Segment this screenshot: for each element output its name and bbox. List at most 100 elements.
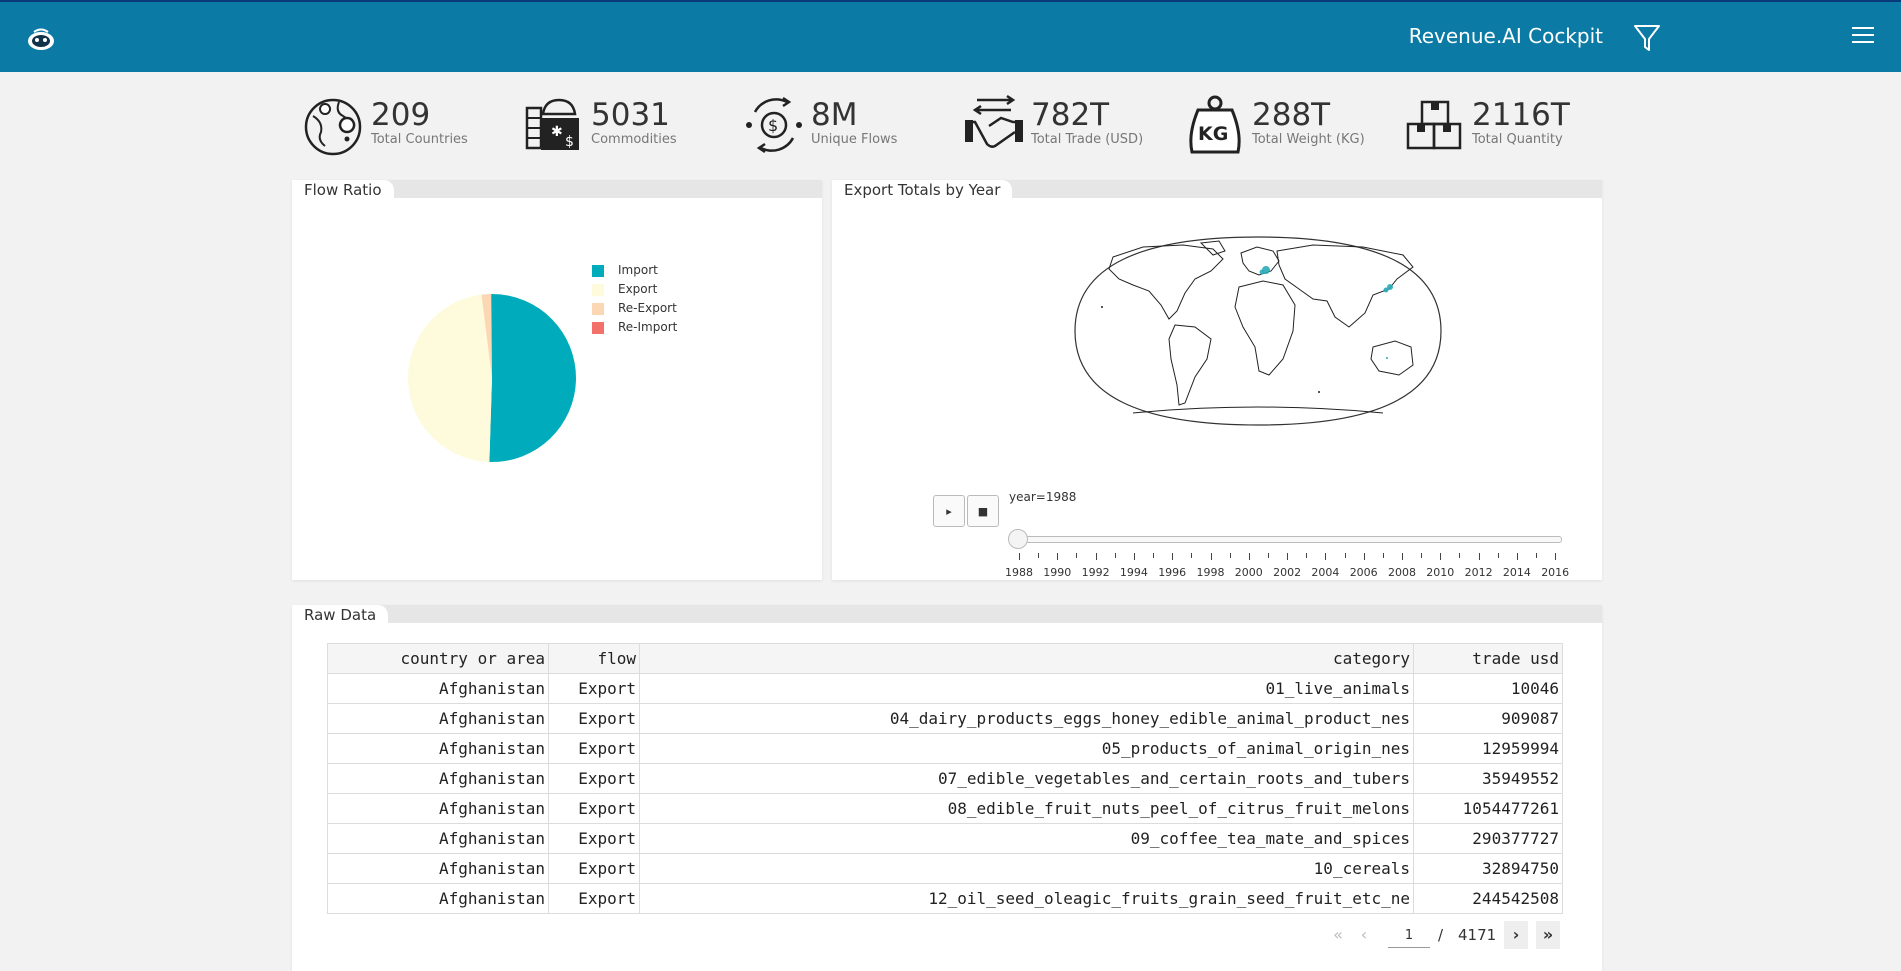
- slider-tick: [1325, 553, 1327, 560]
- robot-logo-icon[interactable]: [26, 26, 56, 52]
- slider-tick: [1440, 553, 1442, 560]
- slider-tick: [1478, 553, 1480, 560]
- table-row[interactable]: Afghanistan Export 10_cereals 32894750: [327, 853, 1563, 884]
- slider-tick: [1382, 553, 1384, 558]
- table-cell: 35949552: [1413, 763, 1563, 794]
- legend-item-re-import[interactable]: Re-Import: [592, 320, 677, 334]
- filter-icon[interactable]: [1631, 22, 1663, 54]
- kpi-commodities: ✱ $ 5031 Commodities: [523, 94, 677, 158]
- table-header-row: country or area flow category trade usd: [327, 643, 1563, 674]
- slider-tick: [1248, 553, 1250, 560]
- table-row[interactable]: Afghanistan Export 01_live_animals 10046: [327, 673, 1563, 704]
- slider-tick: [1191, 553, 1193, 558]
- year-slider-handle[interactable]: [1008, 529, 1028, 549]
- page-separator: /: [1438, 926, 1444, 944]
- slider-tick: [1038, 553, 1040, 558]
- slider-tick: [1306, 553, 1308, 558]
- table-cell: Export: [548, 823, 640, 854]
- table-row[interactable]: Afghanistan Export 12_oil_seed_oleagic_fru…: [327, 883, 1563, 914]
- slider-tick-label: 1996: [1158, 566, 1187, 579]
- boxes-icon: [1406, 100, 1462, 150]
- table-cell: 07_edible_vegetables_and_certain_roots_a…: [639, 763, 1414, 794]
- slider-tick: [1516, 553, 1518, 560]
- table-row[interactable]: Afghanistan Export 05_products_of_animal_o…: [327, 733, 1563, 764]
- kpi-label: Commodities: [591, 132, 677, 147]
- legend-swatch: [592, 283, 604, 296]
- legend-item-export[interactable]: Export: [592, 282, 657, 296]
- app-title: Revenue.AI Cockpit: [1408, 24, 1603, 48]
- table-cell: Afghanistan: [327, 673, 549, 704]
- kpi-unique-flows: $ 8M Unique Flows: [743, 94, 897, 158]
- column-header-country[interactable]: country or area: [327, 643, 549, 674]
- legend-label: Export: [618, 282, 658, 296]
- svg-text:✱: ✱: [551, 124, 563, 140]
- slider-tick-label: 1988: [1005, 566, 1033, 579]
- table-cell: 10046: [1413, 673, 1563, 704]
- world-map[interactable]: [1073, 235, 1443, 427]
- kpi-total-trade: 782T Total Trade (USD): [963, 94, 1143, 158]
- table-cell: 01_live_animals: [639, 673, 1414, 704]
- pie-slice-re-import[interactable]: [490, 294, 492, 378]
- table-cell: 04_dairy_products_eggs_honey_edible_anim…: [639, 703, 1414, 734]
- table-cell: Afghanistan: [327, 823, 549, 854]
- table-cell: Afghanistan: [327, 853, 549, 884]
- legend-item-import[interactable]: Import: [592, 263, 658, 277]
- column-header-category[interactable]: category: [639, 643, 1414, 674]
- panel-title: Export Totals by Year: [832, 180, 1013, 200]
- table-row[interactable]: Afghanistan Export 04_dairy_products_eggs_…: [327, 703, 1563, 734]
- table-row[interactable]: Afghanistan Export 09_coffee_tea_mate_and_…: [327, 823, 1563, 854]
- previous-page-button[interactable]: ‹: [1360, 925, 1368, 944]
- table-cell: Afghanistan: [327, 793, 549, 824]
- page-number-input[interactable]: 1: [1388, 923, 1430, 948]
- kpi-label: Unique Flows: [811, 132, 898, 147]
- kpi-label: Total Quantity: [1472, 132, 1563, 147]
- handshake-icon: [965, 94, 1023, 148]
- table-cell: Export: [548, 793, 640, 824]
- slider-tick-label: 2016: [1541, 566, 1570, 579]
- slider-tick: [1114, 553, 1116, 558]
- flow-ratio-panel: Flow Ratio Import Export Re-Export Re-Impor…: [292, 180, 822, 580]
- table-cell: Export: [548, 883, 640, 914]
- first-page-button[interactable]: «: [1333, 925, 1343, 944]
- stop-button[interactable]: ■: [967, 495, 999, 527]
- panel-title: Raw Data: [292, 605, 389, 625]
- slider-tick: [1344, 553, 1346, 558]
- slider-tick: [1421, 553, 1423, 558]
- svg-text:$: $: [565, 134, 574, 150]
- play-button[interactable]: ▸: [933, 495, 965, 527]
- table-cell: 290377727: [1413, 823, 1563, 854]
- slider-tick: [1267, 553, 1269, 558]
- slider-tick: [1133, 553, 1135, 560]
- table-cell: 05_products_of_animal_origin_nes: [639, 733, 1414, 764]
- table-cell: Export: [548, 733, 640, 764]
- last-page-button[interactable]: »: [1536, 921, 1560, 949]
- kpi-label: Total Countries: [371, 132, 468, 147]
- hamburger-menu-icon[interactable]: [1847, 22, 1879, 54]
- table-row[interactable]: Afghanistan Export 08_edible_fruit_nuts_pe…: [327, 793, 1563, 824]
- pie-slice-export[interactable]: [408, 294, 492, 462]
- globe-pin-icon: [304, 98, 362, 156]
- table-row[interactable]: Afghanistan Export 07_edible_vegetables_an…: [327, 763, 1563, 794]
- slider-tick: [1497, 553, 1499, 558]
- pie-slice-import[interactable]: [489, 294, 576, 462]
- slider-tick-label: 1992: [1081, 566, 1110, 579]
- table-cell: 1054477261: [1413, 793, 1563, 824]
- column-header-flow[interactable]: flow: [548, 643, 640, 674]
- slider-tick-label: 1998: [1196, 566, 1225, 579]
- table-cell: Afghanistan: [327, 703, 549, 734]
- legend-item-re-export[interactable]: Re-Export: [592, 301, 677, 315]
- kpi-total-countries: 209 Total Countries: [303, 94, 468, 158]
- slider-tick: [1172, 553, 1174, 560]
- total-pages: 4171: [1458, 926, 1497, 944]
- table-cell: 12_oil_seed_oleagic_fruits_grain_seed_fr…: [639, 883, 1414, 914]
- next-page-button[interactable]: ›: [1504, 921, 1528, 949]
- pie-slice-re-export[interactable]: [481, 294, 492, 378]
- svg-text:$: $: [768, 116, 778, 135]
- table-cell: 244542508: [1413, 883, 1563, 914]
- legend-label: Re-Export: [618, 301, 677, 315]
- column-header-trade-usd[interactable]: trade usd: [1413, 643, 1563, 674]
- kpi-value: 8M: [811, 97, 858, 133]
- table-cell: 12959994: [1413, 733, 1563, 764]
- table-cell: Afghanistan: [327, 733, 549, 764]
- slider-tick-label: 2004: [1311, 566, 1340, 579]
